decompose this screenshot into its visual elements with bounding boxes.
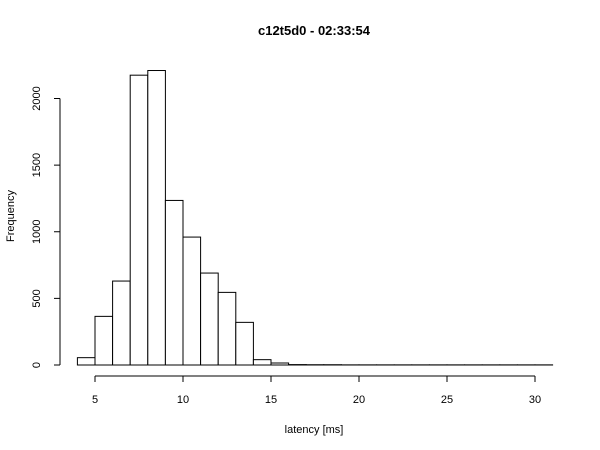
histogram-bar-1 (94, 315, 114, 366)
x-tick-label-10: 10 (177, 394, 189, 406)
y-tick-label-1000: 1000 (31, 220, 43, 244)
x-tick-label-20: 20 (353, 394, 365, 406)
y-tick-label-1500: 1500 (31, 153, 43, 177)
histogram-bar-3 (129, 74, 149, 366)
histogram-bar-4 (147, 70, 166, 366)
histogram-bar-10 (252, 359, 272, 366)
x-axis: 5 10 15 20 25 30 (92, 375, 541, 406)
histogram-bar-0 (76, 357, 96, 366)
histogram-bars (76, 70, 554, 366)
histogram-bar-5 (164, 199, 184, 366)
y-tick-label-0: 0 (31, 362, 43, 368)
histogram-bar-2 (112, 280, 131, 366)
histogram-bar-6 (182, 236, 202, 366)
y-axis: 0 500 1000 1500 2000 (31, 86, 61, 368)
histogram-bar-9 (235, 321, 254, 366)
y-axis-label: Frequency (5, 190, 17, 242)
histogram-bar-11 (270, 362, 290, 366)
histogram-bar-7 (200, 272, 219, 366)
x-tick-label-5: 5 (92, 394, 98, 406)
x-tick-label-30: 30 (529, 394, 541, 406)
y-tick-label-2000: 2000 (31, 86, 43, 110)
histogram-bar-8 (217, 291, 237, 366)
x-axis-label: latency [ms] (285, 424, 344, 436)
x-tick-label-25: 25 (441, 394, 453, 406)
x-tick-label-15: 15 (265, 394, 277, 406)
y-tick-label-500: 500 (31, 289, 43, 307)
chart-title: c12t5d0 - 02:33:54 (258, 23, 371, 38)
